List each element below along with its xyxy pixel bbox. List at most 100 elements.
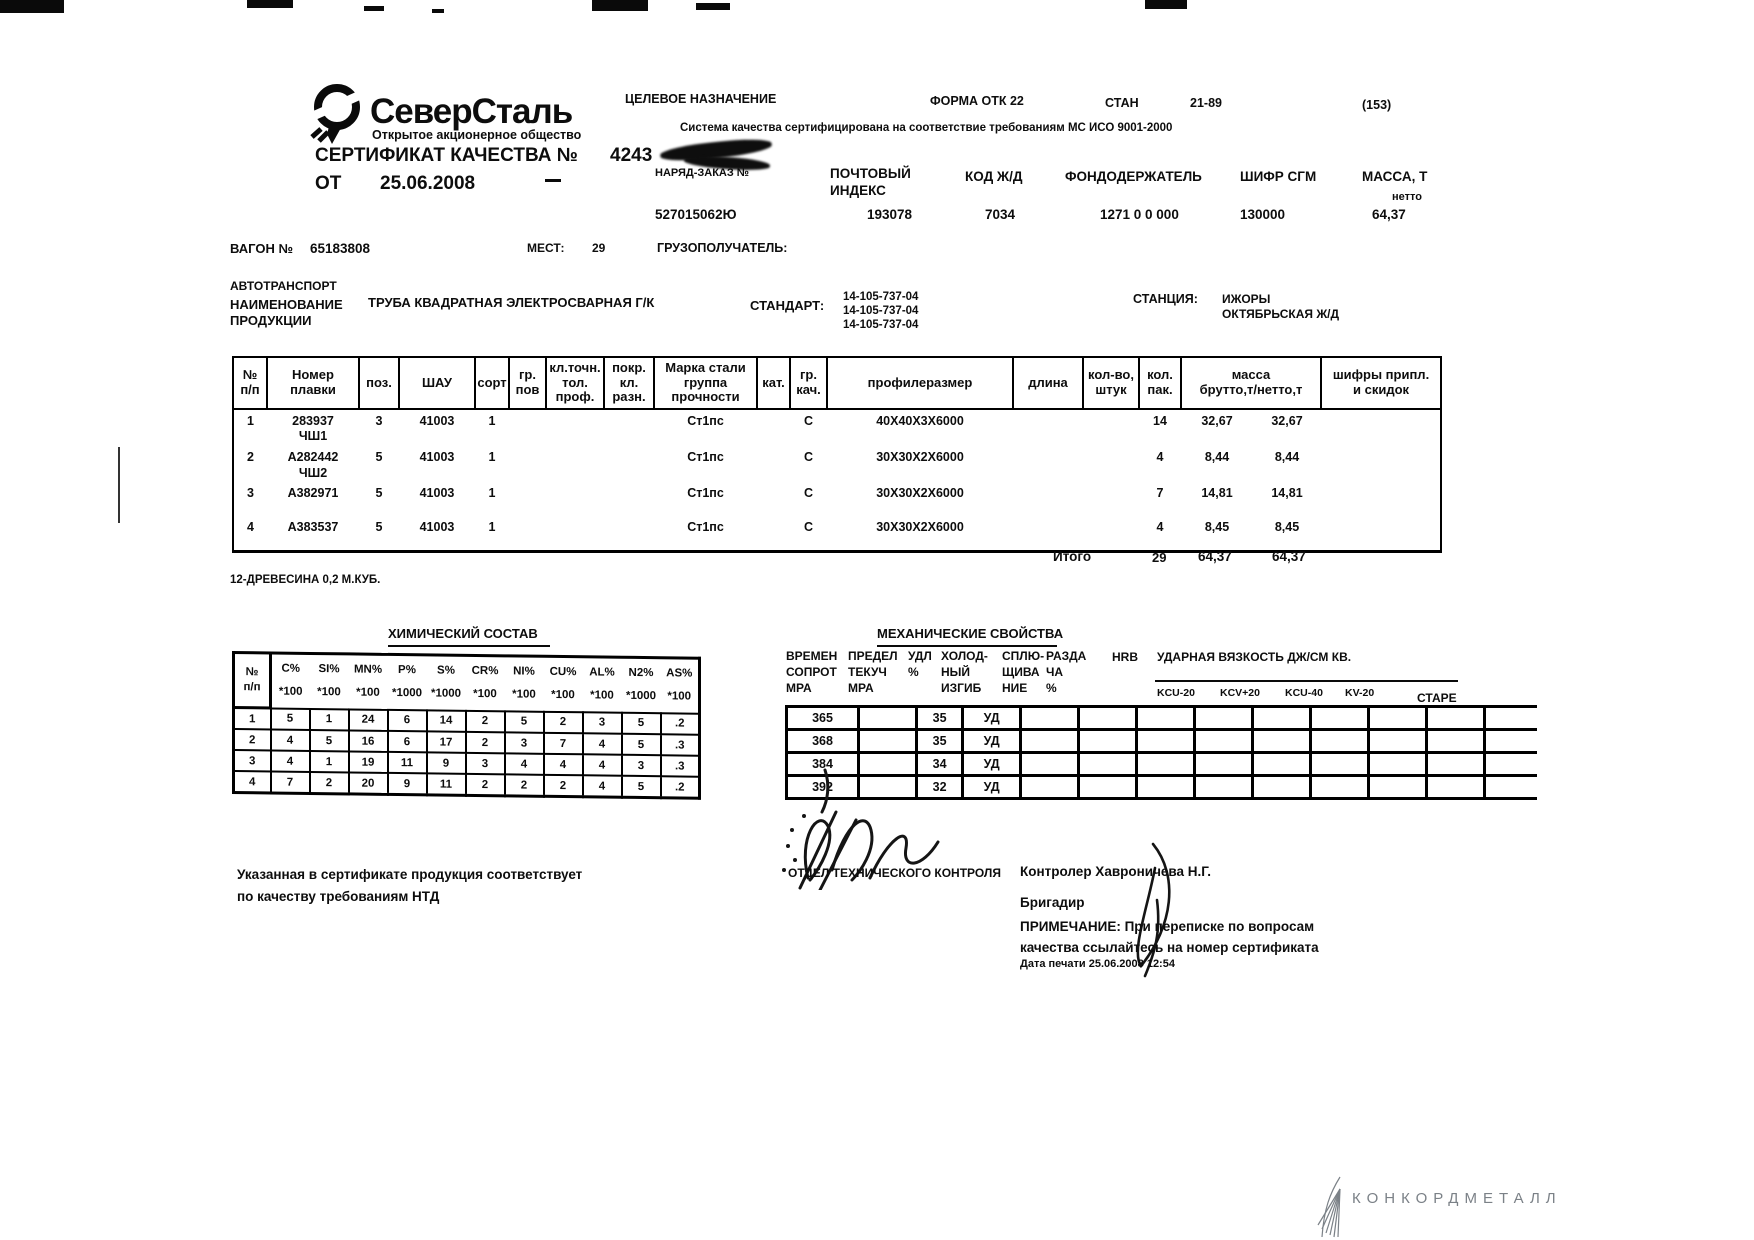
table-cell	[1013, 516, 1083, 552]
table-cell	[1083, 446, 1139, 482]
table-cell: Ст1пс	[687, 486, 724, 501]
table-cell: 3	[582, 711, 622, 734]
scan-artifact	[696, 3, 730, 10]
company-subtitle: Открытое акционерное общество	[372, 128, 582, 142]
mech-table: 365 35 УД 368 35 УД 384 34 УД 392 32 УД	[784, 705, 1537, 800]
table-cell: 41003	[419, 520, 455, 535]
col-header: CR% *100	[471, 665, 499, 701]
mech-col-header: РАЗДА ЧА %	[1046, 649, 1087, 696]
impact-col: KCU-40	[1285, 687, 1323, 699]
table-cell: .2	[660, 776, 700, 799]
impact-col: KCU-20	[1157, 687, 1195, 699]
table-cell: 14,81	[1201, 486, 1233, 501]
iso-line: Система качества сертифицирована на соот…	[680, 122, 1173, 134]
col-header: кол-во, штук	[1082, 356, 1140, 410]
table-cell	[1013, 446, 1083, 482]
mech-col-header: УДЛ %	[908, 649, 932, 680]
table-cell	[1135, 774, 1197, 800]
wagon-value: 65183808	[310, 241, 371, 256]
mest-label: МЕСТ:	[527, 241, 565, 255]
station-label: СТАНЦИЯ:	[1133, 292, 1198, 306]
table-cell: 5	[621, 712, 661, 735]
table-cell: 32,67	[1201, 413, 1233, 428]
table-cell: 1	[309, 750, 349, 773]
col-header: CU% *100	[549, 666, 577, 702]
table-cell: 11	[426, 773, 466, 796]
cipher-value: 130000	[1240, 207, 1286, 222]
table-cell	[757, 409, 790, 446]
scan-artifact	[592, 0, 648, 11]
consignee-label: ГРУЗОПОЛУЧАТЕЛЬ:	[657, 241, 788, 255]
table-cell: 8,45	[1204, 520, 1230, 535]
col-header: MN% *100	[353, 663, 383, 700]
table-cell: 5	[375, 520, 383, 535]
table-cell: 7	[270, 771, 310, 794]
table-cell	[1135, 728, 1197, 754]
table-cell	[857, 705, 919, 731]
col-header: NI% *100	[512, 665, 536, 701]
cipher-label: ШИФР СГМ	[1240, 169, 1317, 184]
total-net: 64,37	[1272, 549, 1306, 564]
stan-value: 21-89	[1190, 96, 1222, 110]
table-row: 384 34 УД	[784, 751, 1537, 777]
table-cell: 5	[504, 710, 544, 733]
col-header: C% *100	[278, 662, 303, 699]
table-cell: 40Х40Х3Х6000	[876, 413, 964, 428]
order-label: НАРЯД-ЗАКАЗ №	[655, 167, 750, 179]
col-header: № п/п	[232, 356, 268, 410]
table-cell	[604, 409, 654, 446]
company-name: СеверСталь	[370, 92, 573, 131]
col-header: кол. пак.	[1138, 356, 1182, 410]
table-cell	[1425, 774, 1487, 800]
table-cell: 9	[426, 752, 466, 774]
table-cell: 2	[233, 729, 271, 751]
total-gross: 64,37	[1198, 549, 1232, 564]
table-cell: 35	[915, 705, 965, 731]
table-cell: Ст1пс	[687, 449, 724, 464]
table-cell	[1019, 751, 1081, 777]
col-header: AL% *100	[589, 666, 615, 702]
table-cell: 7	[543, 732, 583, 755]
table-cell	[1309, 705, 1371, 731]
product-name-value: ТРУБА КВАДРАТНАЯ ЭЛЕКТРОСВАРНАЯ Г/К	[368, 295, 655, 310]
table-cell: 35	[915, 728, 965, 754]
wagon-label: ВАГОН №	[230, 241, 293, 256]
col-header: покр. кл. разн.	[603, 356, 655, 410]
table-cell	[1083, 516, 1139, 552]
col-header: сорт	[474, 356, 510, 410]
table-cell: 368	[784, 728, 861, 754]
table-row: 4 7 2 20 9 11 2 2 2 4 5.2	[233, 771, 700, 799]
concord-metal-watermark: КОНКОРДМЕТАЛЛ	[1352, 1190, 1562, 1207]
order-value: 527015062Ю	[655, 207, 737, 222]
table-cell: 41003	[419, 486, 455, 501]
table-cell	[546, 516, 604, 552]
table-cell: 1	[488, 413, 496, 428]
total-label: Итого	[1053, 549, 1092, 564]
table-cell: УД	[961, 774, 1023, 800]
impact-col: KV-20	[1345, 687, 1375, 699]
table-cell: 4	[270, 750, 310, 772]
table-cell: 5	[621, 733, 661, 756]
table-cell: 2	[465, 731, 505, 754]
standards-list: 14-105-737-04 14-105-737-04 14-105-737-0…	[843, 291, 919, 332]
table-cell	[1321, 516, 1441, 552]
table-cell: 8,44	[1274, 449, 1300, 464]
table-cell: 41003	[419, 413, 455, 428]
table-cell: 5	[375, 449, 383, 464]
mass-netto-label: нетто	[1392, 191, 1422, 203]
table-cell	[1083, 409, 1139, 446]
mech-col-header: HRB	[1112, 650, 1138, 664]
table-cell	[1425, 705, 1487, 731]
table-cell: 384	[784, 751, 861, 777]
table-cell: 17	[426, 731, 466, 753]
table-cell: .3	[660, 755, 700, 777]
col-header: гр. пов	[508, 356, 547, 410]
page-code: (153)	[1362, 98, 1392, 112]
table-cell: 16	[348, 730, 388, 752]
table-cell	[1321, 409, 1441, 446]
table-cell: 30Х30Х2Х6000	[876, 449, 964, 464]
table-cell	[1367, 728, 1429, 754]
inspector-signature	[782, 768, 940, 890]
table-cell	[757, 516, 790, 552]
table-cell: Ст1пс	[687, 413, 724, 428]
